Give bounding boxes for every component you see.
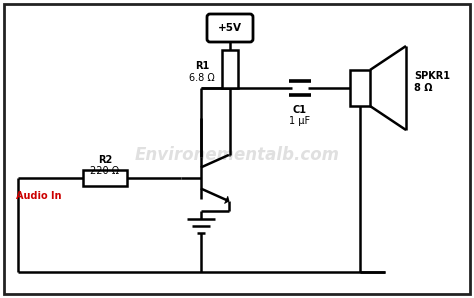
Text: 6.8 Ω: 6.8 Ω — [189, 73, 215, 83]
Polygon shape — [225, 196, 229, 204]
Text: R1: R1 — [195, 61, 209, 71]
Bar — [83, 170, 127, 186]
Text: 1 μF: 1 μF — [290, 116, 310, 126]
Text: SPKR1
8 Ω: SPKR1 8 Ω — [414, 71, 450, 93]
FancyBboxPatch shape — [207, 14, 253, 42]
Bar — [350, 70, 370, 106]
Text: R2: R2 — [98, 155, 112, 165]
Text: +5V: +5V — [218, 23, 242, 33]
Text: Environementalb.com: Environementalb.com — [135, 146, 339, 164]
Text: Audio In: Audio In — [16, 191, 62, 201]
Text: C1: C1 — [293, 105, 307, 115]
Bar — [222, 50, 238, 88]
Text: 220 Ω: 220 Ω — [91, 166, 119, 176]
